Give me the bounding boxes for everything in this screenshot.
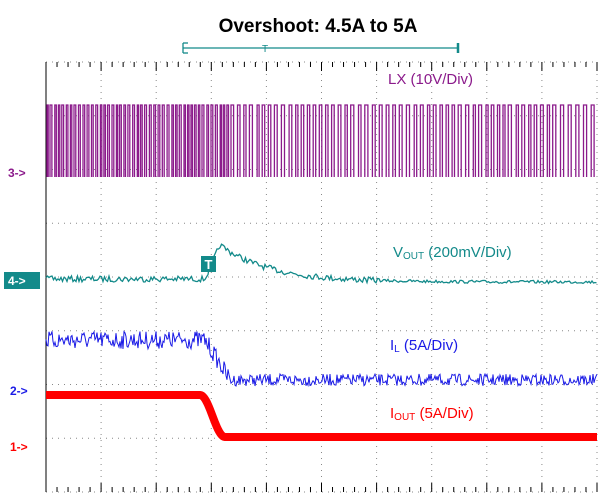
ch3-marker: 3-> [8, 166, 26, 180]
trigger-marker: T [205, 257, 213, 272]
iout-trace [46, 391, 597, 441]
iout-label: IOUT (5A/Div) [390, 405, 474, 423]
ch4-marker: 4-> [8, 274, 26, 288]
ch1-marker: 1-> [10, 440, 28, 454]
lx-trace [46, 104, 595, 177]
trigger-position: T [262, 44, 268, 55]
title: Overshoot: 4.5A to 5A [219, 16, 418, 37]
il-label: IL (5A/Div) [390, 337, 458, 355]
vout-trace [45, 243, 597, 285]
trigger-box [201, 256, 216, 272]
ch2-marker: 2-> [10, 384, 28, 398]
il-trace [45, 330, 598, 388]
traces [45, 104, 598, 441]
lx-label: LX (10V/Div) [388, 71, 473, 88]
trigger-bracket [182, 42, 460, 54]
vout-label: VOUT (200mV/Div) [393, 244, 512, 262]
ch4-marker-box [4, 272, 40, 289]
